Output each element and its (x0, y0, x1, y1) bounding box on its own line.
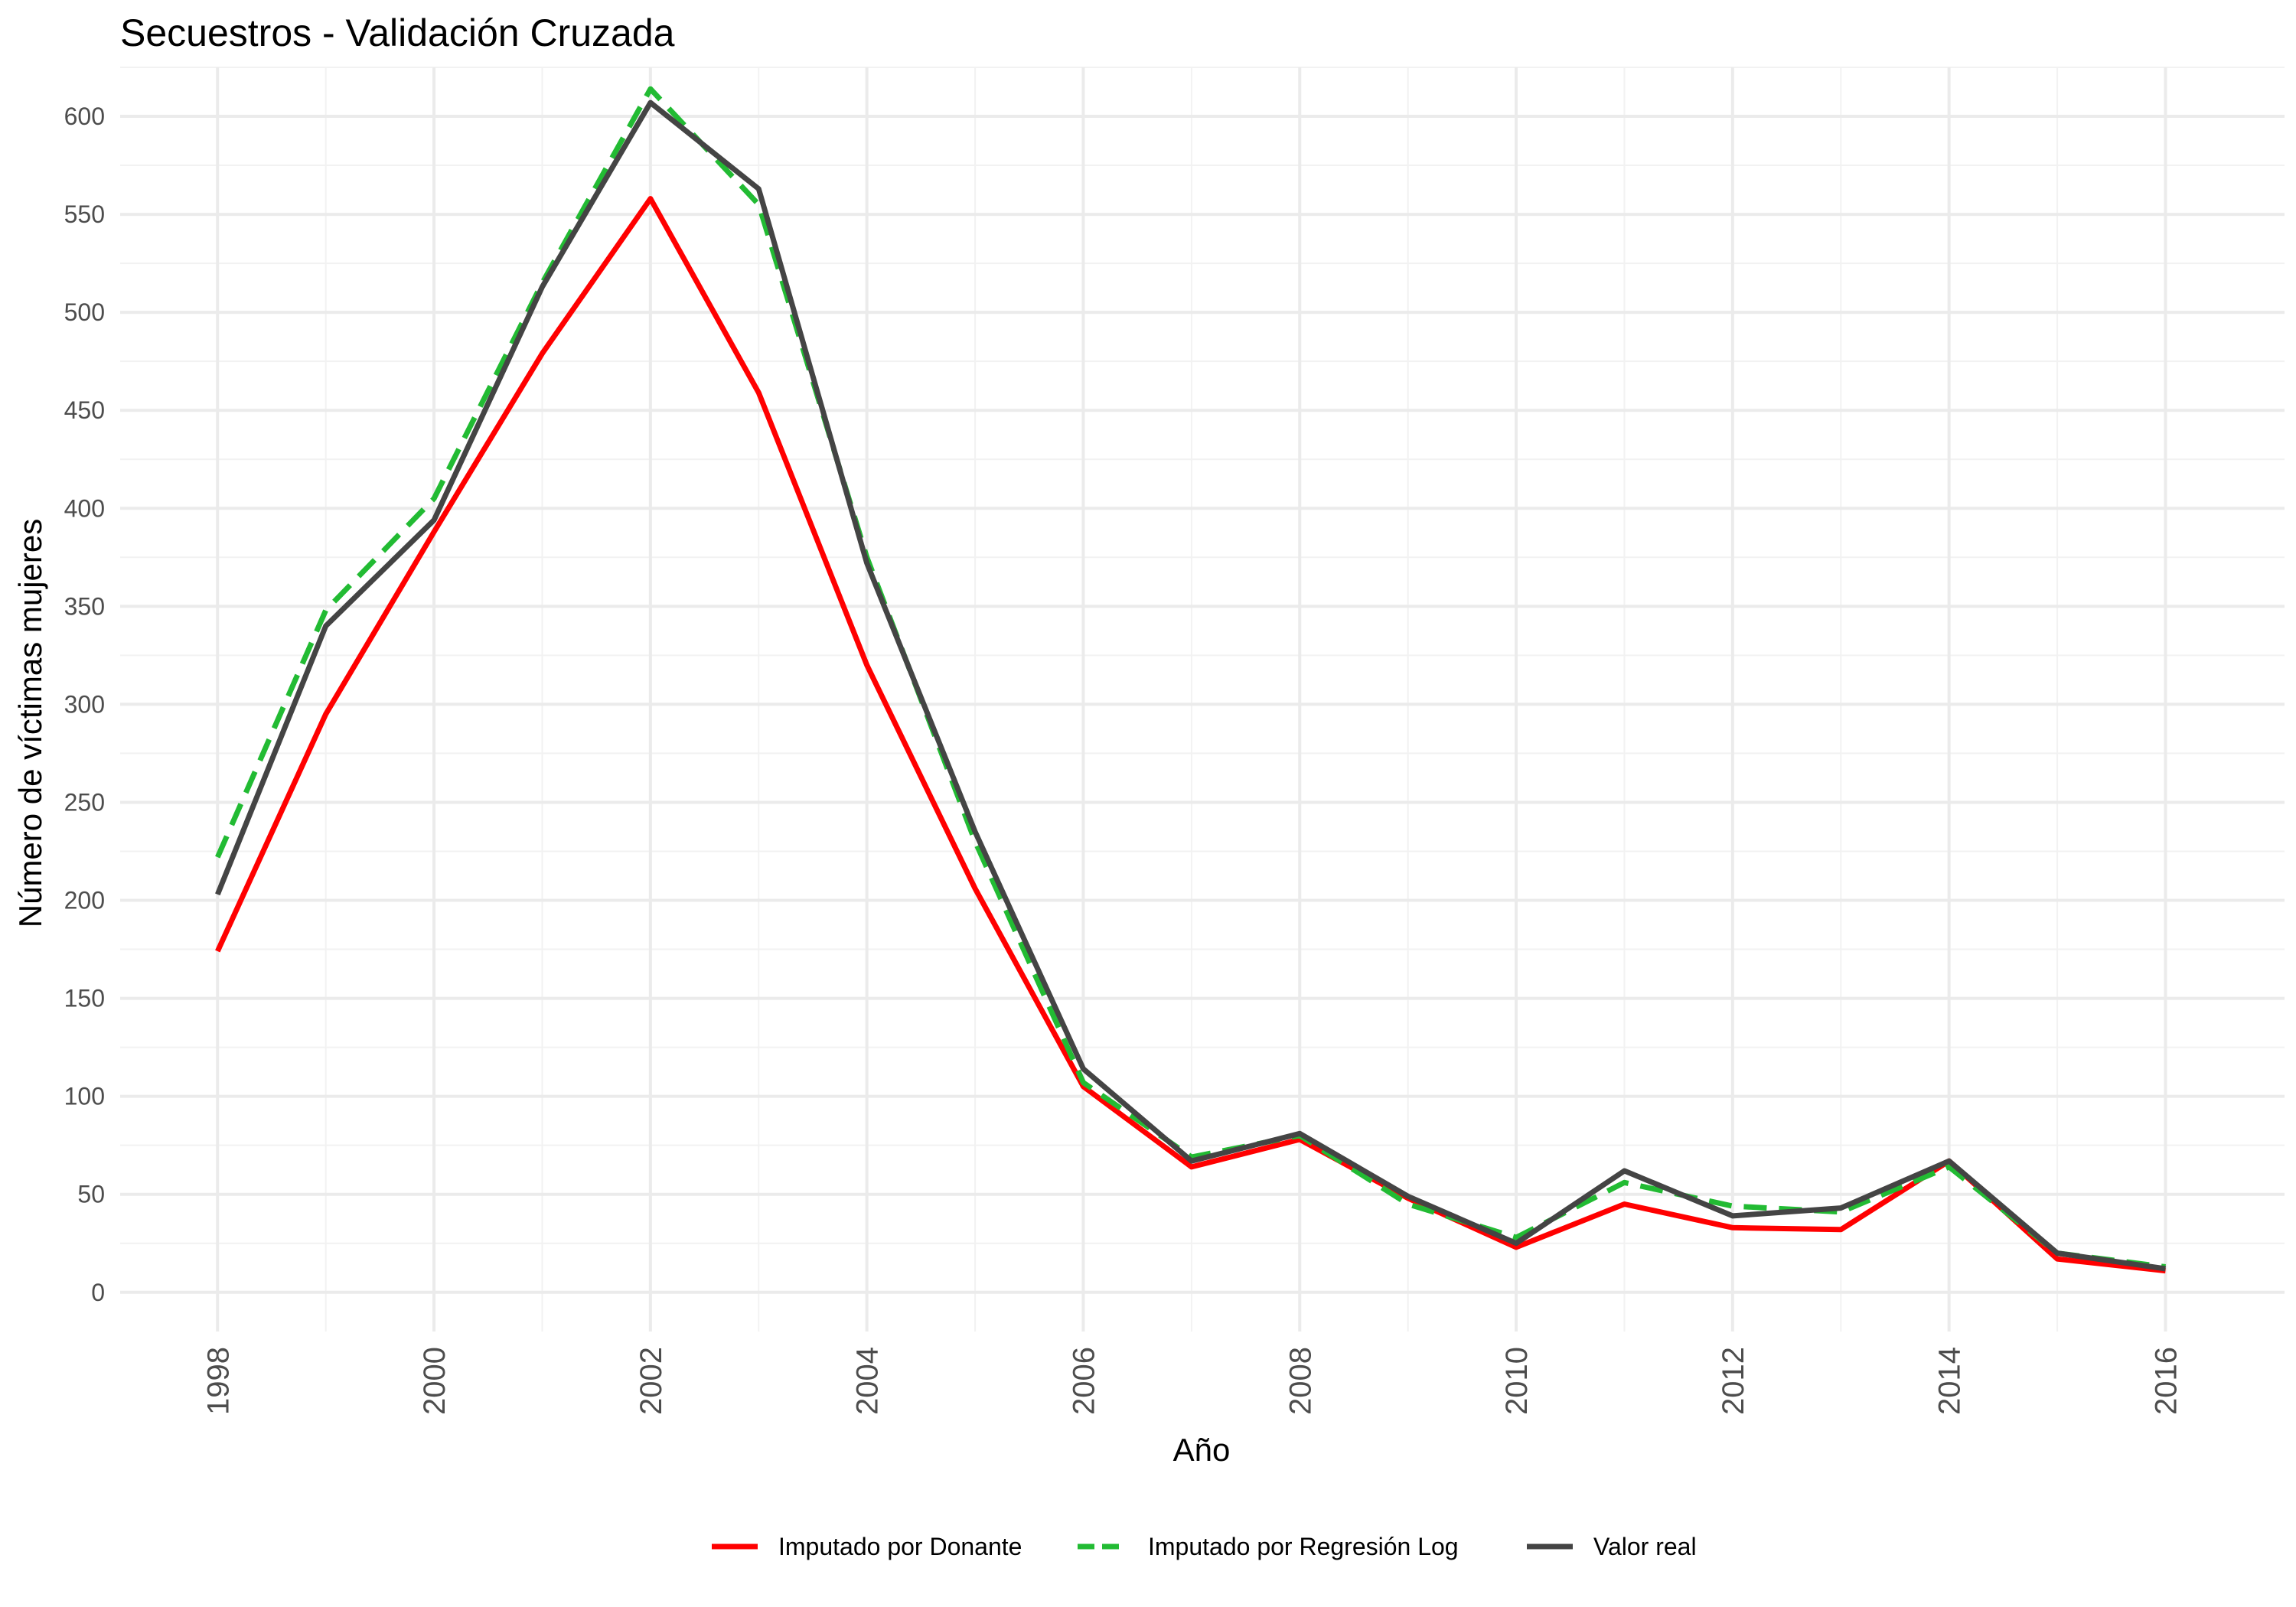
y-tick-label: 100 (64, 1083, 105, 1110)
x-tick-label: 1998 (201, 1347, 235, 1415)
legend-item-regresion: Imputado por Regresión Log (1078, 1533, 1459, 1560)
x-tick-label: 2016 (2149, 1347, 2183, 1415)
y-tick-label: 150 (64, 985, 105, 1012)
x-tick-label: 2014 (1933, 1347, 1967, 1415)
series-lines (215, 86, 2166, 1274)
y-axis-ticks: 0 50 100 150 200 250 300 350 400 450 500 550 600 (64, 103, 105, 1306)
y-tick-label: 400 (64, 494, 105, 522)
x-axis-ticks: 1998 2000 2002 2004 2006 2008 2010 2012 2014 2016 (201, 1347, 2183, 1415)
legend-item-valor-real: Valor real (1527, 1533, 1697, 1560)
y-tick-label: 250 (64, 788, 105, 816)
y-tick-label: 0 (91, 1279, 105, 1306)
x-axis-title: Año (1173, 1432, 1231, 1468)
y-tick-label: 600 (64, 103, 105, 130)
y-tick-label: 50 (77, 1181, 105, 1208)
x-tick-label: 2002 (634, 1347, 668, 1415)
y-tick-label: 550 (64, 200, 105, 228)
legend: Imputado por Donante Imputado por Regres… (712, 1533, 1697, 1560)
y-tick-label: 200 (64, 887, 105, 914)
legend-label-valor-real: Valor real (1593, 1533, 1697, 1560)
y-tick-label: 450 (64, 396, 105, 424)
x-tick-label: 2006 (1067, 1347, 1101, 1415)
y-axis-title: Número de víctimas mujeres (12, 519, 48, 928)
x-tick-label: 2010 (1500, 1347, 1534, 1415)
x-tick-label: 2012 (1717, 1347, 1750, 1415)
grid (120, 67, 2285, 1332)
legend-item-donante: Imputado por Donante (712, 1533, 1022, 1560)
y-tick-label: 350 (64, 592, 105, 620)
x-tick-label: 2000 (418, 1347, 452, 1415)
x-tick-label: 2004 (851, 1347, 885, 1415)
chart-title: Secuestros - Validación Cruzada (120, 11, 675, 54)
series-line-1 (215, 196, 2166, 1274)
series-line-2 (215, 86, 2166, 1270)
series-line-3 (215, 99, 2166, 1272)
y-tick-label: 300 (64, 690, 105, 718)
x-tick-label: 2008 (1283, 1347, 1317, 1415)
y-tick-label: 500 (64, 298, 105, 326)
legend-label-donante: Imputado por Donante (778, 1533, 1022, 1560)
legend-label-regresion: Imputado por Regresión Log (1148, 1533, 1459, 1560)
